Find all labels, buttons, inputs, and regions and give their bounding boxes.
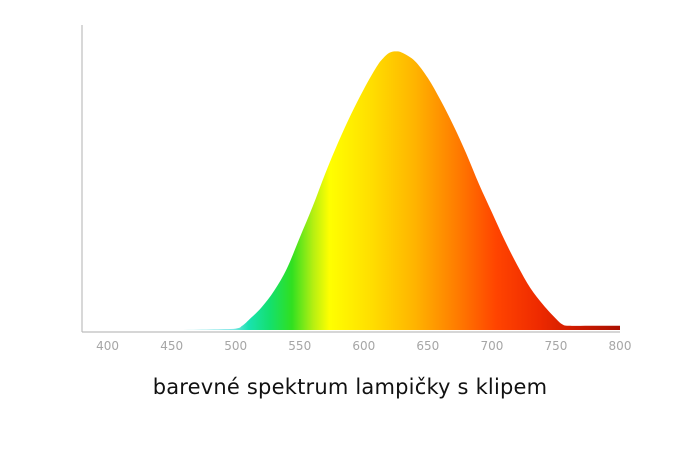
spectrum-area-group bbox=[82, 51, 620, 331]
x-tick-label: 550 bbox=[288, 339, 311, 353]
x-tick-label: 750 bbox=[544, 339, 567, 353]
spectrum-area bbox=[82, 51, 620, 331]
x-tick-label: 800 bbox=[609, 339, 632, 353]
x-tick-labels: 400 450 500 550 600 650 700 750 800 bbox=[96, 339, 631, 353]
chart-caption: barevné spektrum lampičky s klipem bbox=[152, 375, 548, 399]
x-tick-label: 500 bbox=[224, 339, 247, 353]
x-tick-label: 450 bbox=[160, 339, 183, 353]
x-tick-label: 600 bbox=[352, 339, 375, 353]
x-tick-label: 650 bbox=[416, 339, 439, 353]
x-tick-label: 400 bbox=[96, 339, 119, 353]
x-tick-label: 700 bbox=[480, 339, 503, 353]
